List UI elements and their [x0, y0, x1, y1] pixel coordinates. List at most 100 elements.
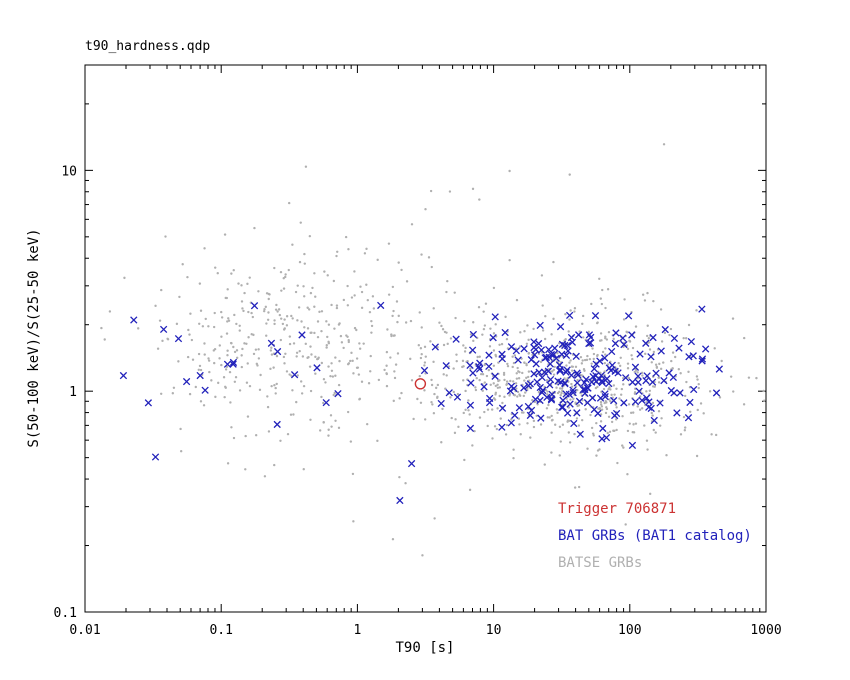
data-point [647, 353, 655, 361]
data-point [689, 352, 697, 360]
data-point [573, 310, 576, 313]
data-point [431, 343, 439, 351]
data-point [223, 395, 226, 399]
data-point [581, 359, 584, 362]
data-point [636, 371, 639, 374]
data-point [300, 392, 304, 395]
data-point [204, 317, 207, 321]
data-point [605, 379, 613, 388]
series-batse [100, 143, 766, 557]
data-point [654, 363, 658, 366]
data-point [346, 304, 350, 307]
data-point [316, 335, 320, 339]
data-point [524, 391, 527, 394]
data-point [492, 349, 496, 352]
data-point [547, 403, 550, 407]
data-point [660, 376, 668, 385]
data-point [632, 423, 635, 426]
data-point [367, 382, 371, 385]
data-point [322, 421, 325, 424]
data-point [689, 410, 692, 413]
data-point [154, 304, 157, 308]
data-point [482, 310, 485, 313]
data-point [423, 364, 426, 367]
data-point [606, 431, 609, 435]
data-point [481, 389, 484, 392]
data-point [346, 335, 349, 338]
data-point [569, 398, 572, 401]
data-point [314, 355, 317, 359]
data-point [469, 369, 477, 377]
data-point [123, 276, 126, 280]
data-point [464, 346, 467, 350]
data-point [548, 416, 551, 419]
data-point [580, 418, 584, 422]
data-point [294, 290, 298, 294]
data-point [634, 422, 638, 425]
data-point [530, 370, 538, 378]
data-point [488, 345, 492, 348]
data-point [524, 381, 533, 390]
data-point [523, 379, 526, 382]
data-point [224, 368, 228, 371]
data-point [296, 284, 299, 287]
data-point [324, 381, 327, 384]
data-point [634, 372, 642, 380]
data-point [468, 488, 472, 492]
data-point [522, 394, 526, 398]
data-point [515, 377, 519, 380]
data-point [335, 306, 339, 310]
data-point [335, 254, 338, 258]
data-point [620, 340, 628, 349]
data-point [624, 523, 627, 526]
data-point [675, 344, 683, 352]
data-point [586, 447, 589, 450]
data-point [318, 310, 321, 314]
data-point [644, 352, 647, 356]
data-point [240, 300, 244, 303]
data-point [247, 336, 250, 339]
data-point [642, 394, 651, 402]
data-point [347, 248, 350, 251]
data-point [445, 290, 448, 294]
data-point [207, 357, 210, 360]
data-point [360, 290, 364, 294]
data-point [638, 408, 642, 411]
data-point [160, 288, 163, 292]
data-point [347, 362, 351, 365]
data-point [695, 375, 699, 378]
data-point [355, 366, 359, 370]
data-point [558, 297, 562, 300]
data-point [502, 371, 506, 375]
data-point [536, 321, 544, 330]
data-point [479, 372, 483, 376]
data-point [332, 279, 336, 283]
data-point [552, 354, 560, 362]
data-point [567, 406, 571, 409]
data-point [182, 377, 191, 386]
data-point [419, 356, 423, 360]
data-point [342, 298, 346, 302]
data-point [494, 384, 498, 388]
data-point [652, 369, 660, 377]
data-point [599, 400, 603, 404]
data-point [473, 429, 476, 433]
data-point [405, 280, 409, 283]
data-point [300, 320, 303, 323]
data-point [710, 433, 713, 436]
data-point [684, 337, 688, 340]
data-point [353, 326, 357, 330]
data-point [601, 288, 604, 292]
data-point [636, 405, 639, 408]
data-point [270, 346, 273, 349]
data-point [650, 361, 653, 364]
data-point [377, 378, 381, 382]
data-point [423, 361, 427, 364]
data-point [144, 399, 153, 407]
data-point [567, 371, 576, 379]
data-point [519, 331, 522, 334]
data-point [498, 394, 501, 398]
data-point [532, 419, 536, 423]
data-point [452, 335, 460, 343]
data-point [365, 283, 368, 286]
